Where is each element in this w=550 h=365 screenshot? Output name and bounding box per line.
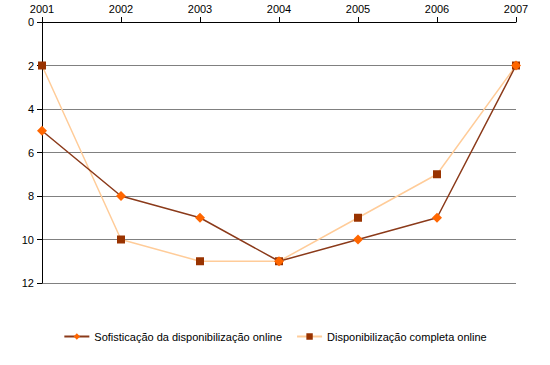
svg-text:2001: 2001 bbox=[30, 3, 54, 15]
svg-text:8: 8 bbox=[28, 190, 34, 202]
svg-text:Disponibilização completa onli: Disponibilização completa online bbox=[327, 331, 487, 343]
svg-text:Sofisticação da disponibilizaç: Sofisticação da disponibilização online bbox=[94, 331, 282, 343]
svg-text:0: 0 bbox=[28, 16, 34, 28]
svg-text:10: 10 bbox=[22, 234, 34, 246]
svg-text:12: 12 bbox=[22, 277, 34, 289]
svg-text:2: 2 bbox=[28, 60, 34, 72]
svg-text:2007: 2007 bbox=[504, 3, 528, 15]
svg-text:2006: 2006 bbox=[425, 3, 449, 15]
svg-text:2005: 2005 bbox=[346, 3, 370, 15]
svg-text:2002: 2002 bbox=[109, 3, 133, 15]
svg-text:6: 6 bbox=[28, 147, 34, 159]
svg-text:2003: 2003 bbox=[188, 3, 212, 15]
svg-text:2004: 2004 bbox=[267, 3, 291, 15]
svg-text:4: 4 bbox=[28, 103, 34, 115]
